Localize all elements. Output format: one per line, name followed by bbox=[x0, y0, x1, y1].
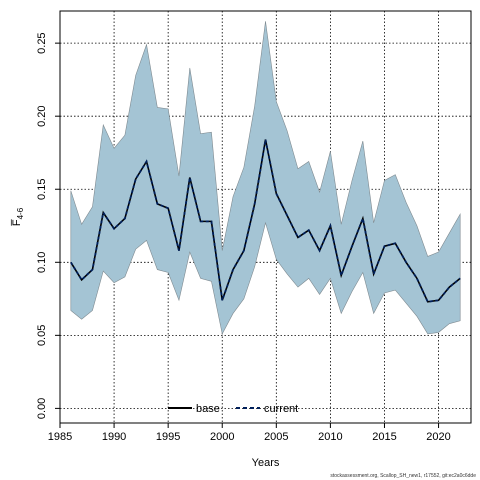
legend-label-base: base bbox=[196, 403, 220, 415]
x-tick-label: 2005 bbox=[264, 431, 288, 443]
x-axis-title: Years bbox=[252, 457, 280, 469]
series-layer bbox=[70, 139, 461, 303]
grid bbox=[60, 11, 471, 423]
x-tick-label: 1985 bbox=[48, 431, 72, 443]
y-tick-label: 0.05 bbox=[36, 325, 48, 346]
x-tick-label: 2020 bbox=[426, 431, 450, 443]
footer-text: stockassessment.org, Scallop_SH_new1, r1… bbox=[330, 473, 476, 479]
legend-label-current: current bbox=[264, 403, 298, 415]
y-tick-label: 0.10 bbox=[36, 252, 48, 273]
x-tick-label: 2015 bbox=[372, 431, 396, 443]
x-tick-label: 2000 bbox=[210, 431, 234, 443]
x-tick-label: 2010 bbox=[318, 431, 342, 443]
legend: base current bbox=[168, 403, 298, 415]
y-tick-label: 0.25 bbox=[36, 32, 48, 53]
x-tick-label: 1990 bbox=[102, 431, 126, 443]
y-tick-label: 0.15 bbox=[36, 179, 48, 200]
x-tick-label: 1995 bbox=[156, 431, 180, 443]
plot-frame bbox=[59, 10, 472, 424]
y-tick-label: 0.20 bbox=[36, 105, 48, 126]
axes-layer: 1985 1990 1995 2000 2005 2010 2015 2020 0.00 0.05… bbox=[11, 10, 472, 469]
y-axis-title: F̅4-6 bbox=[11, 207, 25, 226]
series-line-current bbox=[70, 139, 461, 303]
y-tick-label: 0.00 bbox=[36, 398, 48, 419]
confidence-band bbox=[70, 21, 461, 335]
confidence-band-layer bbox=[70, 21, 461, 335]
